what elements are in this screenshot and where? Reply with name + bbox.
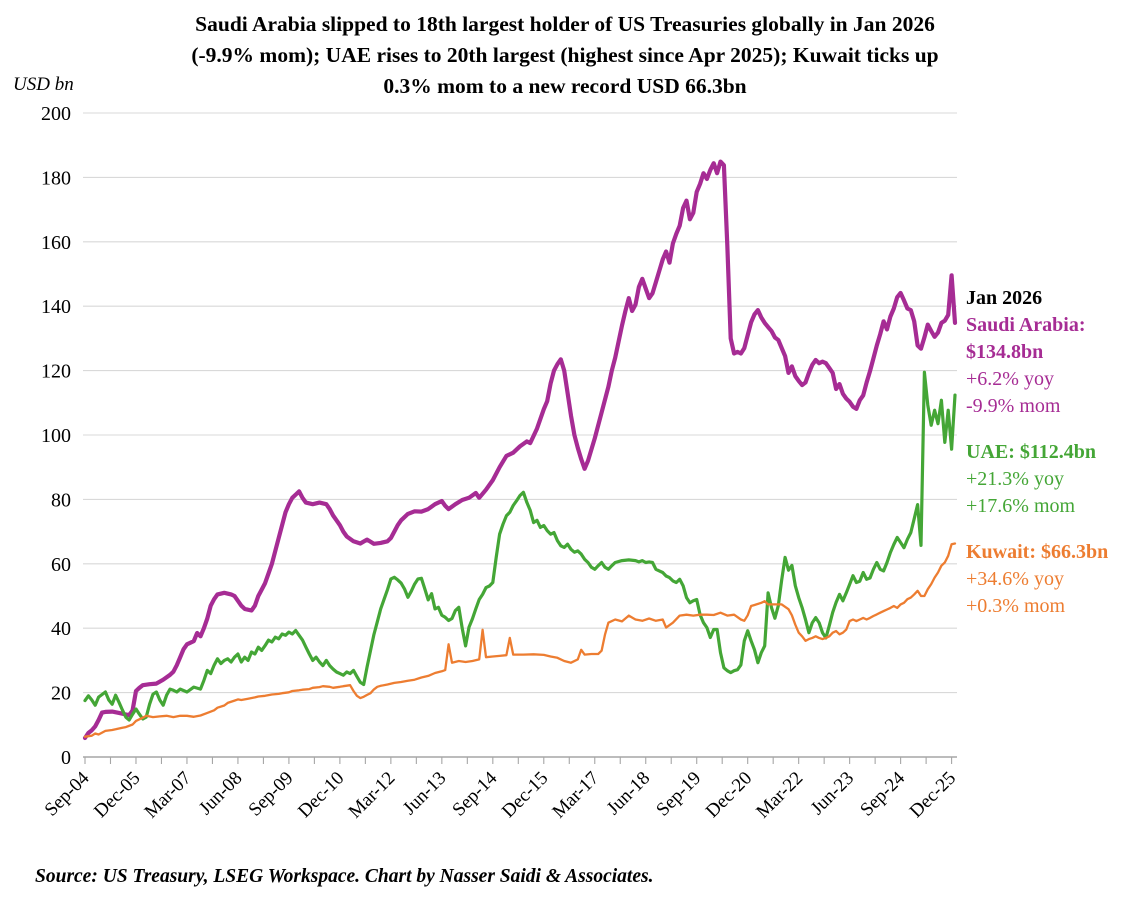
annotation-groups: Saudi Arabia: $134.8bn +6.2% yoy -9.9% mom U…	[966, 312, 1108, 620]
x-tick-label: Jun-08	[195, 768, 246, 819]
x-tick-label: Dec-20	[702, 768, 756, 822]
y-tick-label: 40	[51, 618, 71, 640]
x-tick-label: Jun-23	[807, 768, 858, 819]
annotation-line: +34.6% yoy	[966, 568, 1064, 590]
x-tick-label: Sep-04	[41, 767, 94, 820]
kuwait-line	[83, 542, 957, 738]
y-tick-label: 100	[41, 425, 71, 447]
x-tick-label: Sep-14	[448, 767, 501, 820]
annotation-line: +0.3% mom	[966, 595, 1066, 617]
x-tick-label: Dec-25	[906, 768, 960, 822]
annotation-line: $134.8bn	[966, 341, 1044, 363]
y-tick-label: 140	[41, 296, 71, 318]
annotation-line: Saudi Arabia:	[966, 314, 1086, 336]
saudi-arabia-line	[82, 159, 958, 741]
y-tick-label: 200	[41, 103, 71, 125]
x-tick-label: Mar-17	[548, 768, 603, 823]
uae-line	[83, 370, 957, 722]
y-axis-unit-label: USD bn	[13, 74, 74, 95]
x-tick-label: Jun-18	[603, 768, 654, 819]
y-tick-label: 120	[41, 361, 71, 383]
x-tick-label: Dec-05	[90, 768, 144, 822]
y-tick-label: 180	[41, 167, 71, 189]
y-tick-label: 0	[61, 747, 71, 769]
x-tick-label: Mar-22	[752, 768, 807, 823]
x-tick-label: Mar-12	[345, 768, 400, 823]
annotation-group-uae: UAE: $112.4bn +21.3% yoy +17.6% mom	[966, 439, 1108, 520]
annotation-line: +17.6% mom	[966, 495, 1076, 517]
chart-title-line3: 0.3% mom to a new record USD 66.3bn	[383, 74, 747, 98]
x-tick-label: Dec-10	[294, 768, 348, 822]
x-tick-label: Sep-19	[652, 768, 705, 821]
chart-title: Saudi Arabia slipped to 18th largest hol…	[0, 9, 1130, 102]
y-tick-label: 20	[51, 683, 71, 705]
source-note: Source: US Treasury, LSEG Workspace. Cha…	[35, 866, 654, 887]
annotation-line: +6.2% yoy	[966, 368, 1054, 390]
annotation-group-saudi-arabia: Saudi Arabia: $134.8bn +6.2% yoy -9.9% mom	[966, 312, 1108, 420]
x-tick-label: Sep-24	[856, 767, 909, 820]
annotation-group-kuwait: Kuwait: $66.3bn +34.6% yoy +0.3% mom	[966, 539, 1108, 620]
x-tick-label: Jun-13	[399, 768, 450, 819]
chart-title-line1: Saudi Arabia slipped to 18th largest hol…	[195, 12, 935, 36]
annotation-line: +21.3% yoy	[966, 468, 1064, 490]
y-tick-label: 80	[51, 489, 71, 511]
y-tick-label: 60	[51, 554, 71, 576]
annotation-date-heading: Jan 2026	[966, 287, 1043, 309]
endpoint-annotations: Jan 2026 Saudi Arabia: $134.8bn +6.2% yoy -…	[966, 285, 1108, 620]
annotation-line: UAE: $112.4bn	[966, 441, 1097, 463]
annotation-line: Kuwait: $66.3bn	[966, 541, 1109, 563]
x-tick-label: Mar-07	[141, 768, 196, 823]
x-tick-label: Dec-15	[498, 768, 552, 822]
chart-title-line2: (-9.9% mom); UAE rises to 20th largest (…	[191, 43, 939, 67]
x-tick-label: Sep-09	[245, 768, 298, 821]
annotation-line: -9.9% mom	[966, 395, 1061, 417]
y-tick-label: 160	[41, 232, 71, 254]
